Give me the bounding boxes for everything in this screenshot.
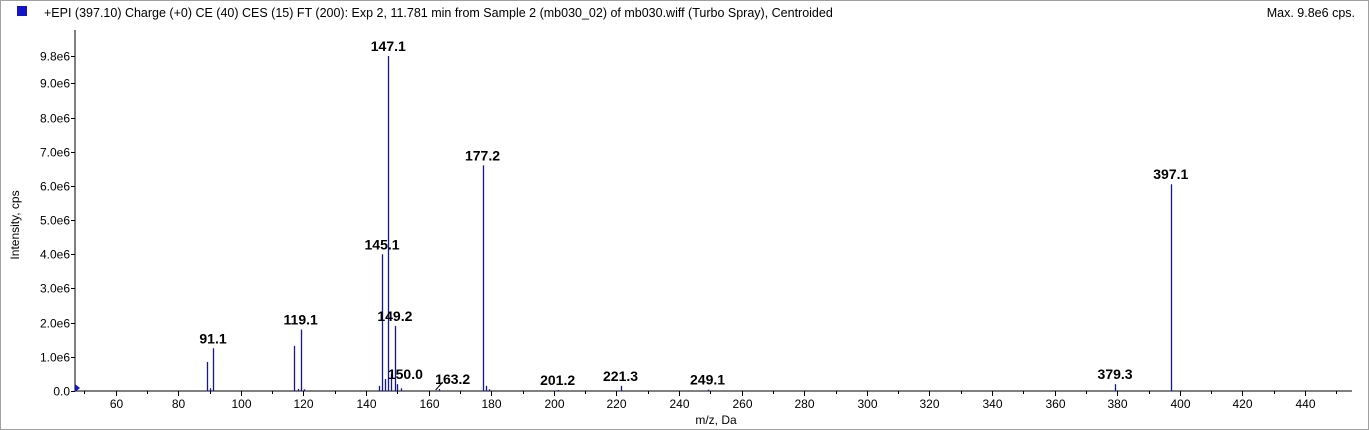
peak-label: 201.2	[540, 372, 575, 388]
y-tick-label: 6.0e6	[40, 180, 70, 194]
legend-swatch[interactable]	[17, 6, 27, 16]
y-tick-label: 7.0e6	[40, 146, 70, 160]
x-tick-label: 300	[857, 397, 877, 411]
peak-label-leader	[435, 381, 444, 391]
y-tick-label: 2.0e6	[40, 317, 70, 331]
peak-label: 177.2	[465, 147, 500, 163]
x-tick-label: 80	[172, 397, 186, 411]
peak-label: 163.2	[435, 371, 470, 387]
peak-label: 221.3	[603, 368, 638, 384]
x-tick-label: 180	[481, 397, 501, 411]
peak-label: 150.0	[388, 366, 423, 382]
peak-label: 149.2	[377, 308, 412, 324]
peak-label: 379.3	[1098, 366, 1133, 382]
y-tick-label: 1.0e6	[40, 351, 70, 365]
x-tick-label: 420	[1232, 397, 1252, 411]
y-tick-label: 9.0e6	[40, 77, 70, 91]
peak-label: 397.1	[1153, 166, 1188, 182]
chart-title: +EPI (397.10) Charge (+0) CE (40) CES (1…	[44, 6, 833, 20]
y-axis-title: Intensity, cps	[8, 190, 22, 259]
x-tick-label: 320	[919, 397, 939, 411]
x-tick-label: 280	[794, 397, 814, 411]
peak-label: 147.1	[371, 38, 406, 54]
x-axis-title: m/z, Da	[695, 413, 737, 427]
y-tick-label: 4.0e6	[40, 248, 70, 262]
chart-header: +EPI (397.10) Charge (+0) CE (40) CES (1…	[0, 0, 1369, 24]
x-tick-label: 380	[1107, 397, 1127, 411]
x-tick-label: 60	[110, 397, 124, 411]
x-tick-label: 200	[544, 397, 564, 411]
x-tick-label: 260	[732, 397, 752, 411]
peak-label: 119.1	[284, 311, 318, 327]
x-tick-label: 220	[606, 397, 626, 411]
axis-origin-marker-icon[interactable]	[75, 384, 80, 392]
y-tick-label: 3.0e6	[40, 282, 70, 296]
x-tick-label: 340	[982, 397, 1002, 411]
x-tick-label: 440	[1295, 397, 1315, 411]
axes-layer: 60 80 100 120 140 160 180 200 220 240 260 280 300 320…	[40, 30, 1352, 411]
max-intensity-label: Max. 9.8e6 cps.	[1266, 6, 1355, 20]
x-tick-label: 140	[356, 397, 376, 411]
x-tick-label: 100	[231, 397, 251, 411]
x-tick-label: 120	[293, 397, 313, 411]
peaks-layer	[206, 56, 1173, 391]
y-tick-label: 9.8e6	[40, 50, 70, 64]
x-tick-label: 240	[669, 397, 689, 411]
peak-label: 145.1	[365, 236, 400, 252]
y-tick-label: 5.0e6	[40, 214, 70, 228]
x-tick-label: 360	[1045, 397, 1065, 411]
peak-label: 249.1	[690, 372, 725, 388]
y-tick-label: 8.0e6	[40, 112, 70, 126]
x-tick-label: 400	[1170, 397, 1190, 411]
x-tick-label: 160	[419, 397, 439, 411]
y-tick-label: 0.0	[53, 385, 70, 399]
peak-labels-layer: 91.1 119.1 145.1 147.1 149.2 150.0 163.2 177.2 2…	[199, 38, 1189, 391]
peak-label: 91.1	[199, 330, 226, 346]
